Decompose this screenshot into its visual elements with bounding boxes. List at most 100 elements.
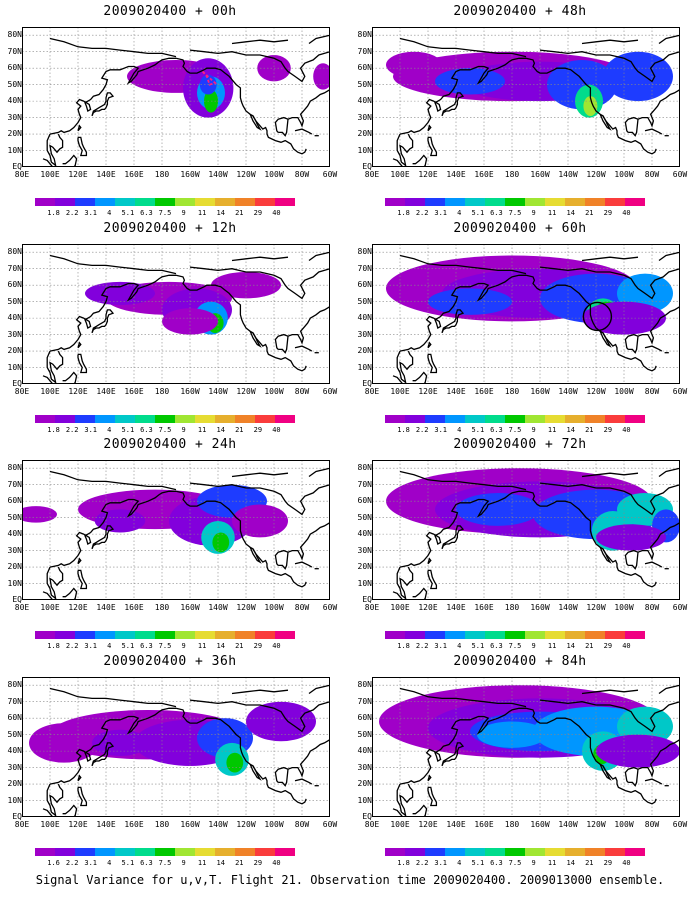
- colorbar-swatch: [235, 631, 255, 639]
- colorbar-label: 2.2: [415, 426, 429, 434]
- lon-tick-label: 100E: [390, 820, 410, 829]
- coastline: [644, 345, 663, 352]
- lat-tick-label: 80N: [7, 247, 22, 257]
- lat-tick-label: 20N: [357, 779, 372, 789]
- lat-tick-label: 10N: [357, 145, 372, 155]
- colorbar-label: 1.8: [397, 209, 410, 217]
- lon-tick-label: 140E: [446, 387, 466, 396]
- lon-tick-label: 140E: [96, 820, 116, 829]
- colorbar-label: 7.5: [508, 642, 522, 650]
- colorbar-label: 11: [197, 209, 207, 217]
- lat-tick-label: 10N: [7, 145, 22, 155]
- colorbar-swatch: [445, 198, 465, 206]
- colorbar-swatch: [35, 848, 55, 856]
- lat-tick-label: 70N: [7, 696, 22, 706]
- lat-tick-label: 30N: [357, 545, 372, 555]
- colorbar-swatch: [625, 198, 645, 206]
- colorbar-label: 1.6: [47, 859, 60, 867]
- coastline: [91, 92, 115, 117]
- coastline: [175, 57, 307, 155]
- lat-tick-label: 20N: [357, 346, 372, 356]
- colorbar-labels: 1.8 2.2 3.1 4 5.1 6.3 7.5 9 11 14 21 29 40: [35, 642, 295, 651]
- colorbar-label: 21: [235, 642, 244, 650]
- lon-tick-label: 100W: [264, 820, 284, 829]
- colorbar-swatch: [585, 631, 605, 639]
- colorbar-label: 14: [566, 642, 575, 650]
- lon-tick-label: 140W: [208, 603, 228, 612]
- colorbar-label: 40: [272, 426, 281, 434]
- colorbar-swatch: [625, 415, 645, 423]
- lon-tick-label: 80W: [644, 820, 660, 829]
- lon-tick-label: 80E: [14, 603, 30, 612]
- colorbar-swatch: [485, 415, 505, 423]
- lon-tick-label: 140W: [208, 387, 228, 396]
- lat-tick-label: EQ: [362, 595, 372, 604]
- coastline: [441, 309, 465, 334]
- colorbar-label: 4: [107, 642, 112, 650]
- lon-tick-label: 180: [154, 603, 170, 612]
- coastline: [427, 786, 438, 807]
- lat-tick-label: 60N: [357, 63, 372, 73]
- colorbar-label: 21: [585, 209, 594, 217]
- colorbar-label: 7.5: [158, 859, 172, 867]
- colorbar-label: 3.1: [434, 209, 448, 217]
- colorbar-swatch: [565, 848, 585, 856]
- coastline: [624, 333, 639, 354]
- colorbar-swatch: [195, 848, 215, 856]
- lon-tick-label: 80E: [14, 820, 30, 829]
- colorbar-swatch: [625, 848, 645, 856]
- lon-tick-label: 80E: [14, 387, 30, 396]
- coastline: [274, 549, 289, 570]
- lon-tick-label: 120W: [236, 820, 256, 829]
- colorbar-label: 4: [457, 642, 462, 650]
- colorbar-label: 21: [585, 642, 594, 650]
- lon-tick-label: 120W: [586, 820, 606, 829]
- coastline: [412, 371, 428, 384]
- coastline: [658, 251, 680, 262]
- colorbar-label: 9: [531, 642, 536, 650]
- lat-tick-label: 80N: [357, 463, 372, 473]
- colorbar-label: 1.8: [397, 642, 410, 650]
- map-panel: 2009020400 + 00h 80N 70N 60N 50N 40N 30N 20N 10N…: [0, 0, 340, 217]
- coastline: [581, 256, 639, 262]
- colorbar-label: 6.3: [490, 209, 503, 217]
- lat-tick-label: 70N: [357, 479, 372, 489]
- coastline: [308, 684, 330, 695]
- lat-tick-label: 70N: [357, 46, 372, 56]
- colorbar-swatch: [585, 198, 605, 206]
- colorbar-label: 21: [235, 859, 244, 867]
- colorbar-swatch: [545, 198, 565, 206]
- lat-tick-label: 60N: [7, 496, 22, 506]
- coastline: [42, 591, 54, 600]
- colorbar-swatch: [605, 415, 625, 423]
- lat-tick-label: EQ: [12, 162, 22, 171]
- variance-contour: [386, 51, 442, 79]
- lon-tick-label: 80E: [364, 387, 380, 396]
- coastline: [249, 764, 262, 781]
- lat-tick-label: 80N: [357, 247, 372, 257]
- coastline: [644, 778, 663, 785]
- coastline: [599, 114, 612, 131]
- colorbar-label: 6.3: [490, 642, 503, 650]
- colorbar-label: 21: [235, 426, 244, 434]
- map-area: 80N 70N 60N 50N 40N 30N 20N 10N EQ 80E 100E 120E 140…: [8, 27, 337, 179]
- colorbar-swatch: [55, 415, 75, 423]
- colorbar-swatch: [75, 631, 95, 639]
- colorbar-label: 40: [622, 859, 631, 867]
- colorbar-swatch: [445, 848, 465, 856]
- variance-contour: [456, 492, 540, 526]
- colorbar-label: 21: [585, 859, 594, 867]
- lat-tick-label: 30N: [7, 112, 22, 122]
- colorbar-label: 14: [566, 209, 575, 217]
- lon-tick-label: 160W: [180, 387, 200, 396]
- colorbar-label: 29: [253, 209, 263, 217]
- coastline: [539, 699, 680, 733]
- colorbar-swatch: [135, 631, 155, 639]
- lon-tick-label: 180: [154, 387, 170, 396]
- colorbar-label: 3.1: [434, 642, 448, 650]
- coastline: [49, 707, 176, 785]
- coastline: [637, 522, 680, 561]
- colorbar-swatch: [135, 415, 155, 423]
- colorbar-label: 4: [457, 859, 462, 867]
- colorbar-swatch: [275, 631, 295, 639]
